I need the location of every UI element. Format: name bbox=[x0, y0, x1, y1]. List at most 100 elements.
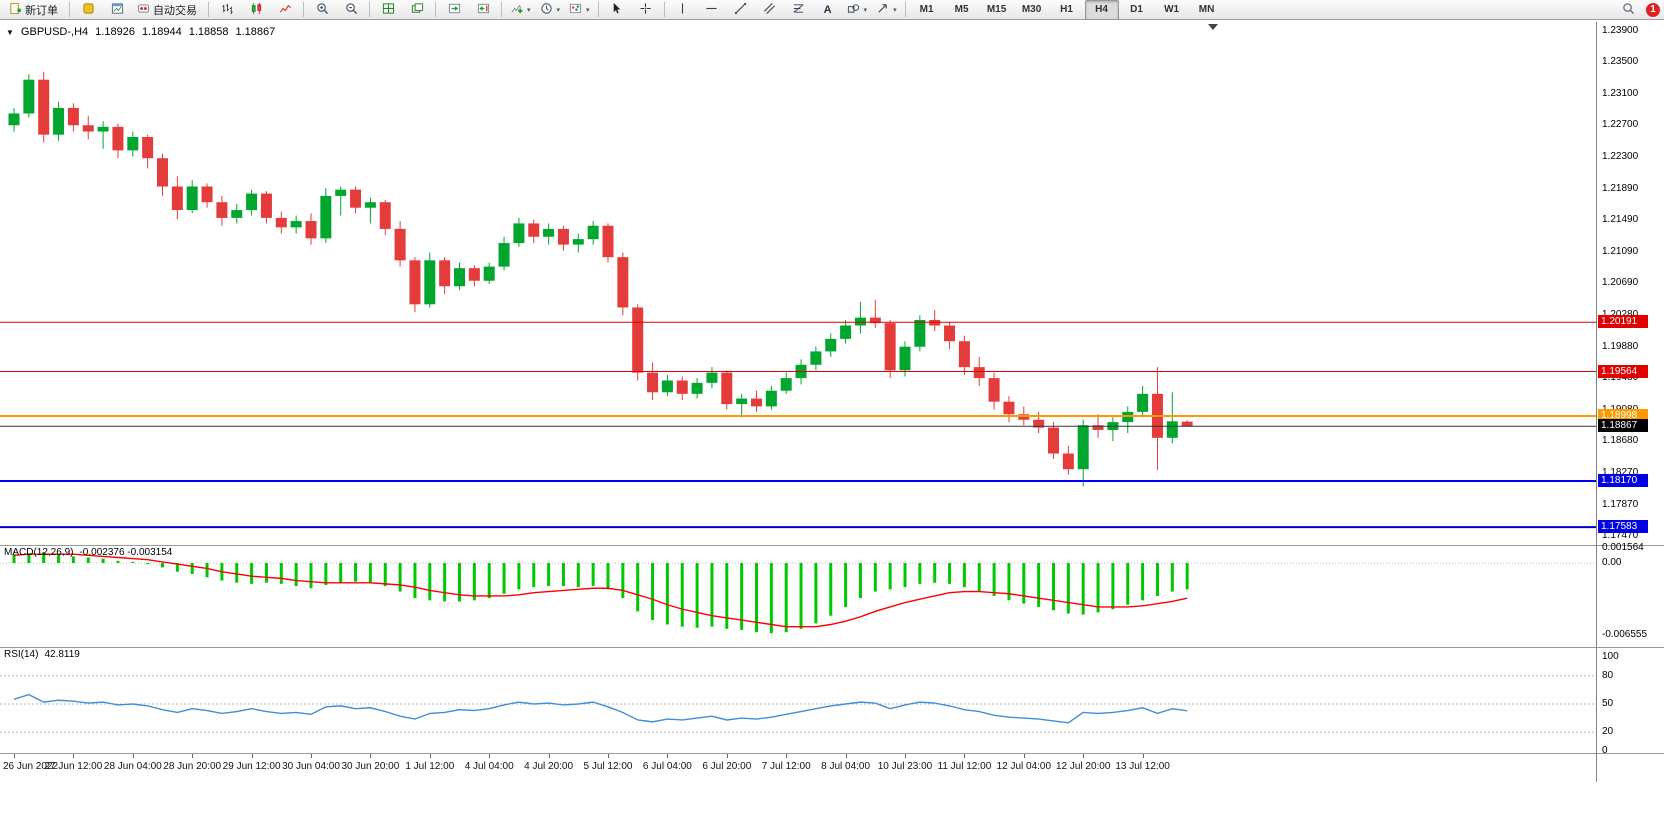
candle-body bbox=[1181, 421, 1193, 427]
autotrading-icon bbox=[137, 2, 150, 18]
toolbar-divider bbox=[69, 2, 70, 17]
candle-body bbox=[587, 225, 599, 240]
macd-canvas bbox=[0, 552, 1596, 634]
metaeditor-button[interactable] bbox=[74, 0, 102, 20]
candle-body bbox=[112, 126, 124, 151]
candle-body bbox=[869, 317, 881, 324]
candle-body bbox=[1062, 453, 1074, 470]
notification-badge[interactable]: 1 bbox=[1646, 2, 1660, 17]
candle-body bbox=[661, 380, 673, 393]
bar-chart-button[interactable] bbox=[213, 0, 241, 20]
candle-body bbox=[602, 225, 614, 258]
new-chart-button[interactable] bbox=[103, 0, 131, 20]
time-axis[interactable]: 26 Jun 2022 27 Jun 12:00 28 Jun 04:00 28 Ju… bbox=[0, 754, 1596, 782]
timeframe-d1-button[interactable]: D1 bbox=[1130, 4, 1143, 15]
main-toolbar: 新订单 自动交易 ▾ ▾ ▾ A ▾ ▾ M1 M5 M15 M30 H1 H4… bbox=[0, 0, 1664, 20]
price-chart-panel[interactable]: ▼ GBPUSD-,H4 1.18926 1.18944 1.18858 1.1… bbox=[0, 22, 1596, 545]
timeframe-m1-button[interactable]: M1 bbox=[919, 4, 934, 15]
vertical-line-button[interactable] bbox=[669, 0, 697, 20]
cursor-button[interactable] bbox=[603, 0, 631, 20]
price-axis-label: 1.22700 bbox=[1602, 119, 1639, 131]
ohlc-high-value: 1.18944 bbox=[141, 26, 182, 38]
rsi-indicator-panel[interactable]: RSI(14) 42.8119 bbox=[0, 648, 1596, 753]
arrows-tool-button[interactable]: ▾ bbox=[872, 0, 901, 20]
panel-splitter[interactable] bbox=[0, 753, 1664, 754]
one-click-trading-toggle[interactable]: ▼ bbox=[6, 27, 14, 37]
search-button[interactable] bbox=[1614, 0, 1642, 20]
candle-body bbox=[914, 320, 926, 347]
macd-indicator-panel[interactable]: MACD(12,26,9) -0.002376 -0.003154 bbox=[0, 546, 1596, 647]
candle-body bbox=[468, 268, 480, 281]
price-axis-label: 1.20280 bbox=[1602, 309, 1638, 321]
candle-body bbox=[246, 193, 258, 211]
timeframe-h4-button[interactable]: H4 bbox=[1084, 0, 1119, 20]
candle-body bbox=[290, 221, 302, 228]
candle-body bbox=[810, 351, 822, 365]
zoom-in-button[interactable] bbox=[308, 0, 336, 20]
candle-body bbox=[216, 202, 228, 218]
dropdown-caret-icon: ▾ bbox=[863, 6, 868, 14]
price-level-tag: 1.19564 bbox=[1598, 364, 1648, 378]
chart-shift-button[interactable] bbox=[469, 0, 497, 20]
candle-body bbox=[528, 223, 540, 237]
timeframe-m5-button[interactable]: M5 bbox=[954, 4, 969, 15]
candle-body bbox=[1092, 425, 1104, 430]
price-chart-canvas[interactable] bbox=[0, 22, 1596, 545]
dropdown-caret-icon: ▾ bbox=[586, 6, 590, 14]
rsi-label: RSI(14) 42.8119 bbox=[4, 649, 80, 660]
timeframe-m15-button[interactable]: M15 bbox=[986, 4, 1007, 15]
price-level-tag: 1.20191 bbox=[1598, 315, 1648, 329]
time-axis-tick bbox=[608, 754, 609, 758]
time-axis-tick bbox=[1083, 754, 1085, 758]
new-order-button[interactable]: 新订单 bbox=[4, 0, 65, 20]
cascade-windows-button[interactable] bbox=[403, 0, 431, 20]
timeframe-mn-button[interactable]: MN bbox=[1198, 4, 1215, 15]
cascade-windows-icon bbox=[411, 2, 424, 18]
trendline-button[interactable] bbox=[727, 0, 755, 20]
panel-splitter[interactable] bbox=[0, 545, 1664, 546]
new-order-label: 新订单 bbox=[25, 4, 58, 17]
chart-window[interactable]: ▼ GBPUSD-,H4 1.18926 1.18944 1.18858 1.1… bbox=[0, 21, 1664, 832]
autotrading-button[interactable]: 自动交易 bbox=[132, 0, 204, 20]
indicators-button[interactable]: ▾ bbox=[506, 0, 535, 20]
candle-body bbox=[275, 217, 287, 228]
shapes-button[interactable]: ▾ bbox=[843, 0, 872, 20]
chart-shift-marker[interactable] bbox=[1208, 24, 1218, 30]
time-axis-tick bbox=[311, 754, 312, 758]
rsi-value: 42.8119 bbox=[44, 649, 80, 660]
periods-button[interactable]: ▾ bbox=[536, 0, 565, 20]
tile-windows-button[interactable] bbox=[374, 0, 402, 20]
fibonacci-button[interactable] bbox=[785, 0, 813, 20]
price-axis[interactable]: 1.23900 1.23500 1.23100 1.22700 1.22300 1.218… bbox=[1597, 21, 1664, 832]
ohlc-close-value: 1.18867 bbox=[235, 26, 276, 38]
bar-chart-icon bbox=[221, 2, 234, 18]
rsi-line bbox=[13, 693, 1188, 724]
crosshair-button[interactable] bbox=[632, 0, 660, 20]
zoom-out-button[interactable] bbox=[337, 0, 365, 20]
candlestick-chart-button[interactable] bbox=[242, 0, 270, 20]
channel-button[interactable] bbox=[756, 0, 784, 20]
auto-scroll-button[interactable] bbox=[440, 0, 468, 20]
toolbar-divider bbox=[904, 2, 906, 17]
candle-body bbox=[632, 307, 644, 373]
time-axis-label: 6 Jul 04:00 bbox=[642, 761, 692, 772]
templates-button[interactable]: ▾ bbox=[565, 0, 594, 20]
timeframe-w1-button[interactable]: W1 bbox=[1164, 4, 1180, 15]
candle-body bbox=[260, 193, 272, 218]
horizontal-line-button[interactable] bbox=[698, 0, 726, 20]
ohlc-open-value: 1.18926 bbox=[95, 26, 135, 38]
text-tool-button[interactable]: A bbox=[814, 0, 842, 20]
time-axis-label: 6 Jul 20:00 bbox=[702, 761, 752, 772]
chart-shift-icon bbox=[477, 2, 490, 18]
timeframe-m30-button[interactable]: M30 bbox=[1021, 4, 1042, 15]
price-axis-label: 1.18680 bbox=[1602, 434, 1639, 446]
dropdown-caret-icon: ▾ bbox=[556, 6, 561, 14]
candle-body bbox=[1137, 393, 1149, 412]
candle-body bbox=[38, 79, 50, 135]
timeframe-h1-button[interactable]: H1 bbox=[1060, 4, 1073, 15]
rsi-axis-label: 20 bbox=[1602, 726, 1614, 738]
time-axis-tick bbox=[73, 754, 75, 758]
panel-splitter[interactable] bbox=[0, 647, 1664, 648]
line-chart-button[interactable] bbox=[271, 0, 299, 20]
price-axis-label: 1.23100 bbox=[1602, 87, 1639, 99]
